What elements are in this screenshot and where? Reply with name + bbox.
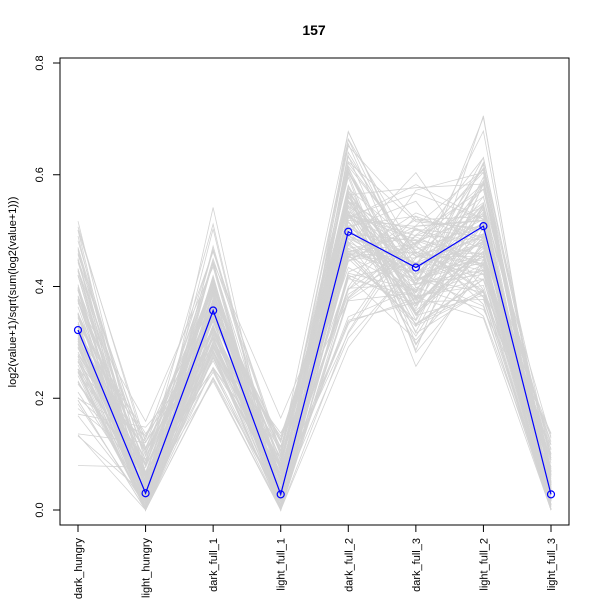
x-tick-label: light_full_1 — [276, 538, 288, 591]
data-point-light_full_2 — [479, 222, 488, 231]
background-profile-line — [77, 227, 552, 490]
background-profile-line — [77, 181, 552, 511]
y-tick-label: 0.8 — [34, 55, 46, 70]
data-point-light_hungry — [141, 489, 150, 498]
x-tick-label: light_full_3 — [546, 538, 558, 591]
x-tick-label: light_full_2 — [478, 538, 490, 591]
x-tick-label: dark_full_1 — [208, 538, 220, 592]
data-point-light_full_1 — [276, 490, 285, 499]
chart-title: 157 — [302, 22, 326, 38]
y-axis-label: log2(value+1)/sqrt(sum(log2(value+1))) — [7, 197, 19, 388]
highlight-series — [77, 225, 552, 497]
x-tick-label: dark_full_2 — [343, 538, 355, 592]
data-point-light_full_3 — [546, 490, 556, 499]
y-axis: 0.0 0.2 0.4 0.6 0.8 — [34, 55, 61, 518]
x-tick-label: dark_hungry — [73, 538, 85, 600]
background-profile-line — [77, 130, 552, 511]
background-profile-line — [77, 255, 552, 512]
x-axis: dark_hungry light_hungry dark_full_1 light_… — [73, 524, 558, 600]
x-tick-label: light_hungry — [141, 538, 153, 598]
plot-frame — [59, 57, 570, 526]
background-profile-line — [77, 206, 552, 501]
x-tick-label: dark_full_3 — [411, 538, 423, 592]
highlight-points — [73, 222, 556, 499]
data-point-dark_full_1 — [209, 306, 218, 315]
highlight-series-line — [77, 225, 552, 497]
data-point-dark_hungry — [73, 325, 83, 335]
background-profile-line — [77, 235, 552, 512]
background-profile-line — [77, 194, 552, 512]
data-point-dark_full_2 — [344, 227, 353, 236]
background-profile-line — [77, 161, 552, 478]
y-tick-label: 0.4 — [34, 279, 46, 294]
background-profile-line — [77, 197, 552, 512]
background-profiles — [77, 115, 552, 512]
y-tick-label: 0.6 — [34, 167, 46, 182]
data-point-dark_full_3 — [411, 263, 420, 272]
background-profile-line — [77, 253, 552, 500]
y-tick-label: 0.0 — [34, 502, 46, 517]
y-tick-label: 0.2 — [34, 391, 46, 406]
background-profile-line — [77, 130, 552, 511]
